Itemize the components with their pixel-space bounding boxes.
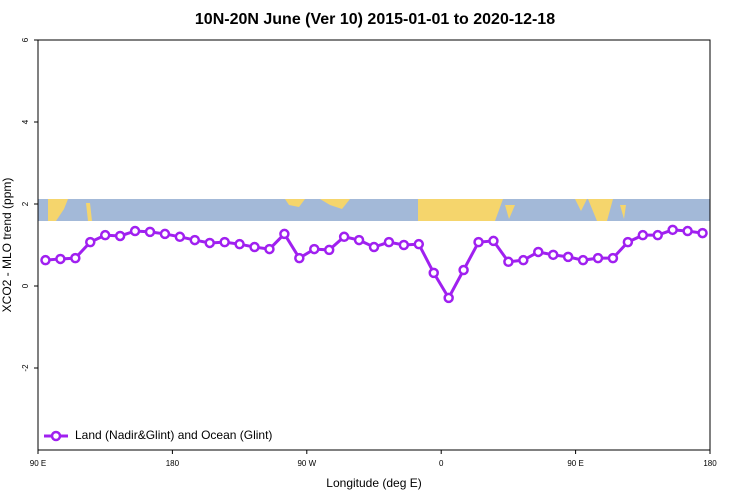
x-axis-label: Longitude (deg E) bbox=[326, 476, 421, 490]
data-point bbox=[279, 228, 290, 240]
data-point bbox=[323, 244, 335, 256]
data-point bbox=[428, 267, 439, 279]
x-tick-label: 90 W bbox=[297, 459, 316, 468]
data-point bbox=[264, 243, 275, 255]
data-point bbox=[473, 236, 484, 248]
data-point bbox=[443, 292, 454, 304]
data-point bbox=[383, 236, 395, 248]
data-point bbox=[682, 225, 693, 237]
data-point bbox=[249, 241, 260, 253]
data-point bbox=[368, 241, 380, 253]
y-tick-label: -2 bbox=[21, 364, 30, 372]
data-point bbox=[40, 254, 51, 266]
data-point bbox=[85, 236, 96, 248]
x-tick-label: 180 bbox=[166, 459, 180, 468]
data-point bbox=[70, 252, 81, 264]
data-point bbox=[159, 228, 171, 240]
data-point bbox=[234, 238, 245, 250]
data-point bbox=[488, 235, 499, 247]
data-point bbox=[637, 229, 649, 241]
legend-marker bbox=[50, 430, 62, 442]
data-point bbox=[189, 234, 201, 246]
data-point bbox=[577, 254, 589, 266]
data-point bbox=[338, 231, 350, 243]
map-strip bbox=[38, 199, 710, 221]
data-point bbox=[204, 237, 215, 249]
data-point bbox=[458, 264, 469, 276]
x-tick-label: 90 E bbox=[567, 459, 583, 468]
data-point bbox=[398, 239, 410, 251]
data-point bbox=[652, 229, 663, 241]
data-point bbox=[503, 256, 514, 268]
y-tick-label: 0 bbox=[21, 283, 30, 288]
data-point bbox=[592, 252, 604, 264]
legend-label: Land (Nadir&Glint) and Ocean (Glint) bbox=[75, 428, 272, 442]
data-point bbox=[697, 227, 708, 239]
chart-title: 10N-20N June (Ver 10) 2015-01-01 to 2020… bbox=[195, 11, 555, 28]
data-point bbox=[533, 246, 544, 258]
data-point bbox=[219, 236, 230, 248]
data-point bbox=[622, 236, 634, 248]
data-point bbox=[353, 234, 365, 246]
plot-frame bbox=[37, 39, 711, 451]
data-point bbox=[114, 230, 126, 242]
y-tick-label: 4 bbox=[21, 119, 30, 124]
data-point bbox=[547, 249, 559, 261]
y-tick-label: 2 bbox=[21, 201, 30, 206]
data-point bbox=[607, 252, 619, 264]
data-point bbox=[174, 231, 186, 243]
data-point bbox=[562, 251, 574, 263]
data-point bbox=[129, 225, 141, 237]
data-line bbox=[45, 228, 703, 301]
data-point bbox=[413, 238, 425, 250]
x-tick-label: 180 bbox=[703, 459, 717, 468]
y-axis-label: XCO2 - MLO trend (ppm) bbox=[0, 178, 14, 313]
y-tick-label: 6 bbox=[21, 37, 30, 42]
data-point bbox=[667, 224, 678, 236]
x-tick-label: 0 bbox=[439, 459, 444, 468]
data-point bbox=[99, 229, 111, 241]
data-point bbox=[144, 226, 156, 238]
data-point bbox=[309, 243, 320, 255]
data-point bbox=[518, 254, 529, 266]
data-point bbox=[55, 253, 66, 265]
x-tick-label: 90 E bbox=[30, 459, 46, 468]
data-point bbox=[294, 252, 305, 264]
